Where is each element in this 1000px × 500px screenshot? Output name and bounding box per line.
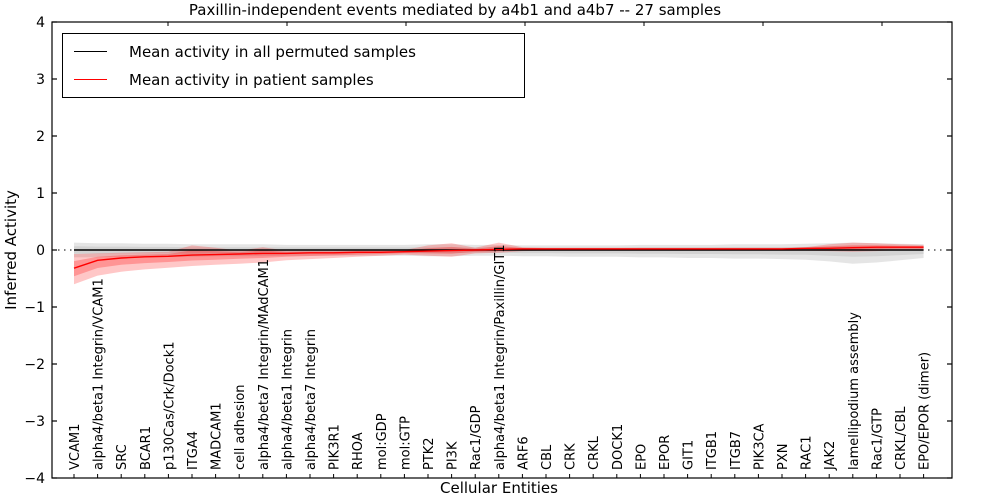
legend-entry-patient: Mean activity in patient samples (63, 70, 524, 89)
x-tick-label: CRKL (587, 435, 602, 470)
y-tick-label: −1 (24, 300, 45, 316)
x-tick-labels: VCAM1 alpha4/beta1 Integrin/VCAM1 SRC BCAR1… (68, 244, 933, 471)
x-tick-label: RAC1 (800, 435, 815, 470)
x-tick-label: ARF6 (516, 436, 531, 470)
x-tick-label: PTK2 (422, 437, 437, 470)
y-tick-label: 0 (36, 243, 45, 259)
x-tick-label: JAK2 (823, 441, 838, 471)
x-tick-label: CRK (564, 443, 579, 470)
axis-ticks (52, 21, 952, 479)
x-tick-label: Rac1/GDP (469, 405, 484, 470)
y-tick-label: 2 (36, 129, 45, 145)
x-tick-label: SRC (115, 444, 130, 470)
x-tick-label: mol:GDP (375, 413, 390, 470)
x-tick-label: alpha4/beta1 Integrin/VCAM1 (92, 278, 107, 470)
x-tick-label: PIK3R1 (328, 424, 343, 470)
chart-title: Paxillin-independent events mediated by … (188, 1, 722, 19)
x-tick-label: p130Cas/Crk/Dock1 (162, 341, 177, 470)
y-tick-label: 4 (36, 15, 45, 31)
x-tick-label: ITGB7 (729, 431, 744, 470)
x-axis-label: Cellular Entities (440, 479, 558, 497)
x-tick-label: alpha4/beta1 Integrin/Paxillin/GIT1 (493, 244, 508, 470)
x-tick-label: MADCAM1 (210, 402, 225, 470)
y-tick-label: −2 (24, 357, 45, 373)
mean-lines (73, 246, 924, 269)
patient-line-sample-icon (74, 79, 107, 80)
permuted-band-outer (74, 242, 924, 264)
x-tick-label: alpha4/beta7 Integrin (304, 329, 319, 470)
x-tick-label: EPO (634, 444, 649, 470)
x-tick-label: mol:GTP (398, 416, 413, 470)
x-tick-label: ITGA4 (186, 431, 201, 470)
x-tick-label: RHOA (351, 432, 366, 470)
x-tick-label: VCAM1 (68, 424, 83, 470)
x-tick-label: GIT1 (682, 440, 697, 470)
y-tick-labels: 4 3 2 1 0 −1 −2 −3 −4 (24, 15, 45, 487)
patient-mean-line (73, 246, 924, 269)
y-tick-label: −3 (24, 414, 45, 430)
legend-label: Mean activity in all permuted samples (129, 42, 416, 61)
legend-label: Mean activity in patient samples (129, 70, 374, 89)
x-tick-label: PXN (776, 444, 791, 470)
x-tick-label: PIK3CA (752, 423, 767, 470)
y-tick-label: −4 (24, 471, 45, 487)
x-tick-label: alpha4/beta1 Integrin (280, 329, 295, 470)
x-tick-label: CBL (540, 444, 555, 470)
y-tick-label: 1 (36, 186, 45, 202)
x-tick-label: EPO/EPOR (dimer) (918, 352, 933, 470)
y-tick-label: 3 (36, 72, 45, 88)
legend: Mean activity in all permuted samples Me… (62, 33, 525, 98)
x-tick-label: Rac1/GTP (870, 408, 885, 470)
x-tick-label: EPOR (658, 435, 673, 470)
permuted-line-sample-icon (74, 51, 107, 52)
x-tick-label: lamellipodium assembly (847, 312, 862, 470)
x-tick-label: DOCK1 (611, 424, 626, 470)
y-axis-label: Inferred Activity (2, 190, 20, 310)
x-tick-label: ITGB1 (705, 431, 720, 470)
x-tick-label: CRKL/CBL (894, 406, 909, 470)
x-tick-label: PI3K (446, 441, 461, 470)
x-tick-label: alpha4/beta7 Integrin/MAdCAM1 (257, 259, 272, 470)
x-tick-label: cell adhesion (233, 384, 248, 470)
legend-entry-permuted: Mean activity in all permuted samples (63, 42, 524, 61)
x-tick-label: BCAR1 (139, 426, 154, 470)
